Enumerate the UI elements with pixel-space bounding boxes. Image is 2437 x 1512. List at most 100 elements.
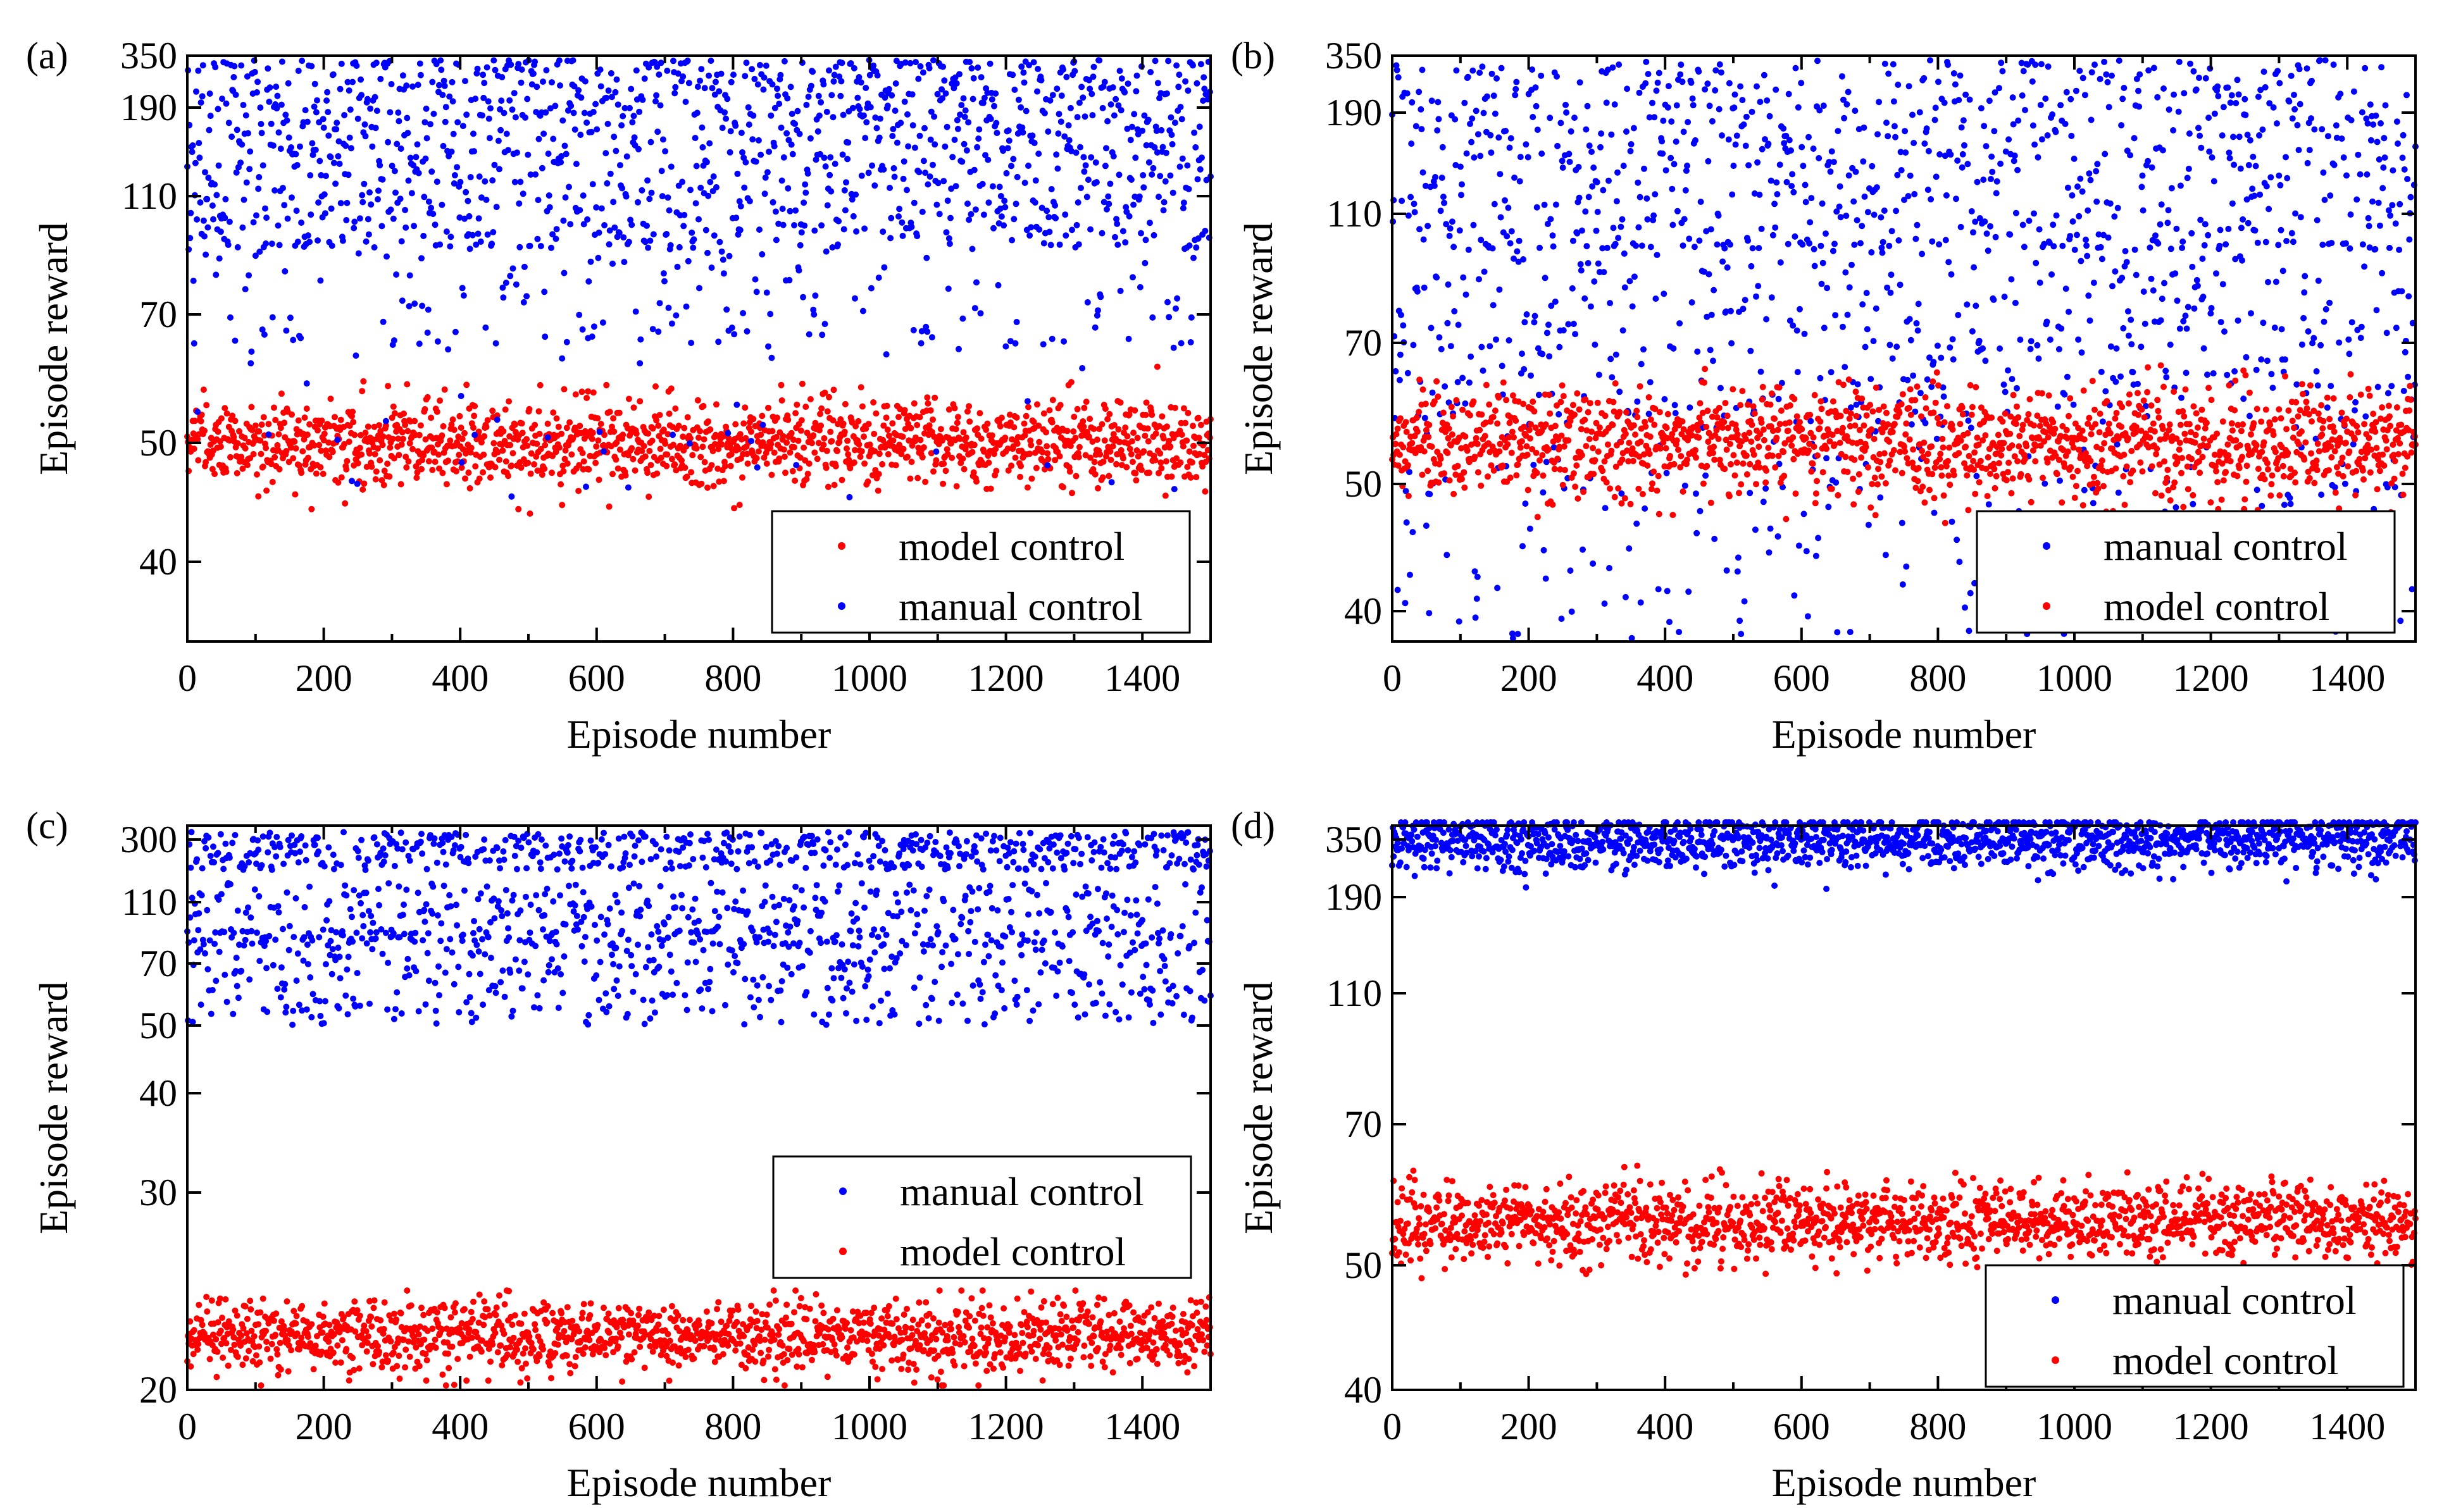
- data-point: [2007, 231, 2014, 238]
- data-point: [606, 241, 613, 248]
- data-point: [1612, 351, 1619, 358]
- series-manual-control: [184, 57, 1214, 500]
- data-point: [549, 79, 555, 86]
- data-point: [2347, 245, 2353, 252]
- data-point: [2145, 67, 2152, 74]
- data-point: [367, 105, 374, 112]
- data-point: [1560, 393, 1567, 400]
- data-point: [1013, 414, 1020, 421]
- data-point: [1428, 325, 1435, 332]
- data-point: [618, 122, 625, 129]
- data-point: [836, 438, 843, 445]
- data-point: [1758, 225, 1765, 232]
- data-point: [2402, 349, 2409, 356]
- data-point: [1006, 137, 1013, 144]
- data-point: [783, 130, 790, 137]
- data-point: [728, 78, 735, 85]
- data-point: [1970, 229, 1976, 236]
- data-point: [609, 260, 616, 267]
- x-tick-label: 1200: [968, 657, 1044, 699]
- data-point: [865, 421, 872, 428]
- data-point: [688, 469, 695, 476]
- data-point: [1667, 452, 1673, 459]
- data-point: [1156, 423, 1163, 430]
- data-point: [642, 453, 649, 460]
- data-point: [1640, 346, 1647, 353]
- data-point: [570, 57, 577, 64]
- data-point: [1959, 151, 1966, 158]
- data-point: [2103, 71, 2110, 78]
- data-point: [2381, 135, 2388, 142]
- data-point: [740, 420, 747, 427]
- data-point: [841, 187, 848, 194]
- data-point: [2049, 111, 2056, 118]
- data-point: [1117, 399, 1124, 406]
- data-point: [1644, 216, 1651, 223]
- data-point: [2180, 318, 2187, 325]
- data-point: [277, 146, 284, 152]
- data-point: [311, 103, 318, 110]
- data-point: [1176, 163, 1183, 170]
- data-point: [1495, 394, 1502, 401]
- data-point: [250, 219, 257, 226]
- data-point: [1009, 237, 1016, 244]
- data-point: [1010, 156, 1017, 163]
- data-point: [1728, 340, 1735, 347]
- data-point: [1478, 482, 1485, 489]
- data-point: [923, 323, 930, 330]
- data-point: [675, 70, 682, 77]
- data-point: [699, 124, 706, 131]
- data-point: [2054, 403, 2061, 410]
- data-point: [560, 217, 567, 224]
- data-point: [1433, 378, 1440, 385]
- data-point: [402, 207, 409, 213]
- data-point: [283, 448, 290, 454]
- data-point: [1534, 127, 1541, 133]
- data-point: [2058, 325, 2065, 332]
- data-point: [1069, 490, 1075, 497]
- data-point: [597, 83, 604, 90]
- data-point: [1169, 189, 1176, 196]
- data-point: [1092, 159, 1099, 166]
- data-point: [1578, 452, 1585, 459]
- data-point: [570, 109, 577, 116]
- data-point: [961, 113, 968, 120]
- data-point: [2066, 308, 2072, 315]
- data-point: [194, 409, 201, 415]
- data-point: [1063, 232, 1069, 239]
- data-point: [1480, 109, 1487, 116]
- data-point: [1056, 241, 1063, 248]
- data-point: [1964, 161, 1971, 168]
- data-point: [496, 456, 502, 463]
- data-point: [1195, 435, 1202, 442]
- data-point: [2070, 401, 2077, 408]
- data-point: [1088, 154, 1095, 161]
- data-point: [2044, 132, 2051, 139]
- data-point: [2260, 68, 2267, 75]
- data-point: [683, 473, 690, 480]
- data-point: [1647, 416, 1654, 423]
- data-point: [2269, 385, 2276, 391]
- data-point: [845, 139, 852, 146]
- data-point: [435, 451, 442, 458]
- data-point: [1541, 201, 1548, 208]
- data-point: [700, 402, 707, 409]
- data-point: [1852, 168, 1859, 175]
- data-point: [2057, 477, 2063, 484]
- data-point: [1929, 238, 1936, 245]
- data-point: [2313, 368, 2320, 375]
- data-point: [2117, 373, 2124, 380]
- data-point: [881, 264, 888, 271]
- data-point: [206, 90, 213, 97]
- data-point: [335, 153, 342, 159]
- data-point: [2239, 257, 2245, 264]
- data-point: [1467, 412, 1473, 419]
- data-point: [1393, 431, 1400, 438]
- data-point: [385, 139, 392, 146]
- data-point: [293, 208, 300, 214]
- data-point: [1426, 421, 1433, 428]
- data-point: [210, 216, 216, 223]
- data-point: [720, 433, 726, 440]
- data-point: [297, 143, 303, 150]
- data-point: [905, 143, 912, 150]
